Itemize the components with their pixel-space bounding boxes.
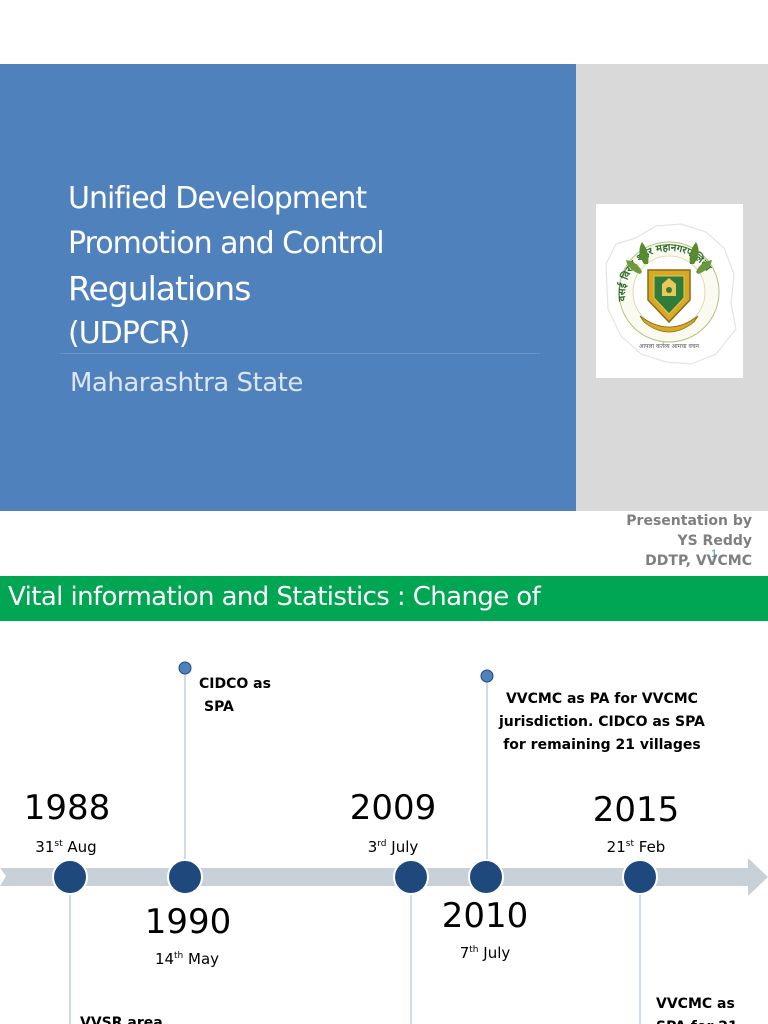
event-caption: VVCMC as SPA for 21 (656, 993, 738, 1024)
logo-card: वसई विरार शहर महानगरपालिका आपला कर्तव्य … (596, 204, 743, 378)
timeline-graphic (0, 661, 768, 1024)
caption-line: jurisdiction. CIDCO as SPA (499, 714, 705, 730)
event-caption: CIDCO as SPA (199, 673, 271, 719)
slide-title: Unified Development Promotion and Contro… (68, 176, 548, 356)
slide-header: Vital information and Statistics : Chang… (8, 582, 541, 612)
event-year: 1988 (23, 788, 111, 828)
timeline-node (468, 859, 504, 895)
marker-dot (480, 669, 494, 683)
event-date: 14th May (154, 950, 220, 968)
presenter-line: YS Reddy (677, 533, 752, 549)
slide-header-bar: Vital information and Statistics : Chang… (0, 576, 768, 621)
event-date: 31st Aug (35, 838, 97, 856)
event-year: 2009 (349, 788, 437, 828)
presenter-line: DDTP, VVCMC (645, 553, 752, 569)
caption-line: VVCMC as PA for VVCMC (505, 691, 698, 707)
event-caption: VVSR area (80, 1012, 163, 1024)
slide-number: 1 (711, 548, 718, 560)
title-line: Unified Development (68, 181, 367, 216)
caption-line: VVSR area (80, 1015, 163, 1024)
timeline-arrow (0, 858, 768, 896)
title-divider (60, 353, 540, 354)
presenter-line: Presentation by (626, 513, 752, 529)
event-date: 21st Feb (606, 838, 666, 856)
event-year: 1990 (144, 902, 232, 942)
marker-dot (178, 661, 192, 675)
event-date: 3rd July (367, 838, 419, 856)
slide-subtitle: Maharashtra State (70, 368, 303, 398)
event-year: 2015 (592, 790, 680, 830)
event-year: 2010 (441, 896, 529, 936)
caption-line: for remaining 21 villages (503, 737, 701, 753)
timeline-node (393, 859, 429, 895)
timeline-node (167, 859, 203, 895)
title-slide: Unified Development Promotion and Contro… (0, 64, 768, 571)
presenter-info: Presentation by YS Reddy DDTP, VVCMC (626, 511, 752, 571)
caption-line: VVCMC as (656, 996, 735, 1012)
timeline-slide: Vital information and Statistics : Chang… (0, 576, 768, 1024)
caption-line: SPA (204, 699, 234, 715)
title-line: (UDPCR) (68, 316, 190, 351)
title-line: Promotion and Control (68, 226, 385, 261)
vvcmc-emblem-icon: वसई विरार शहर महानगरपालिका आपला कर्तव्य … (605, 223, 737, 365)
emblem-motto: आपला कर्तव्य आमचा वचन (639, 342, 700, 350)
title-line: Regulations (68, 269, 251, 308)
timeline-node (52, 859, 88, 895)
caption-line: SPA for 21 (656, 1016, 738, 1024)
event-caption: VVCMC as PA for VVCMC jurisdiction. CIDC… (499, 688, 705, 757)
title-panel (0, 64, 576, 511)
caption-line: CIDCO as (199, 676, 271, 692)
event-date: 7th July (459, 944, 511, 962)
timeline-node (622, 859, 658, 895)
